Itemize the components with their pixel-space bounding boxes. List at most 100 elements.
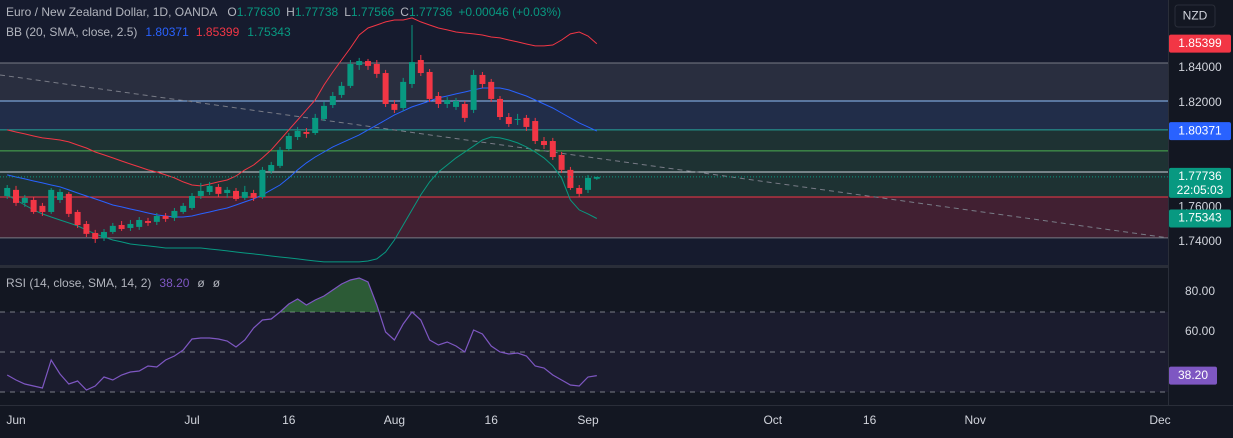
price-pane <box>0 0 1168 265</box>
candle-body <box>365 61 372 66</box>
candle-body <box>171 210 178 218</box>
zone <box>0 62 1168 102</box>
candle-body <box>470 74 477 110</box>
band-tag: 1.80371 <box>1178 123 1222 137</box>
candle-body <box>259 169 266 198</box>
candle-body <box>215 186 222 194</box>
candle-body <box>576 187 583 194</box>
indicator-placeholder: ø <box>197 276 205 290</box>
legend-key: O <box>227 5 236 19</box>
band-tag-box <box>1169 122 1231 141</box>
x-tick-label: Jun <box>6 413 25 427</box>
candle-body <box>479 74 486 84</box>
rsi-plot <box>0 277 1168 393</box>
x-tick-label: Aug <box>384 413 405 427</box>
candle-body <box>391 103 398 110</box>
zone <box>0 129 1168 151</box>
indicator-value: 1.80371 <box>145 25 189 39</box>
candle-body <box>461 103 468 118</box>
ohlc-legend: Euro / New Zealand Dollar, 1D, OANDA O1.7… <box>6 5 561 19</box>
candle-body <box>321 105 328 119</box>
countdown: 22:05:03 <box>1177 183 1224 197</box>
rsi-line <box>6 277 597 391</box>
legend-key: H <box>286 5 295 19</box>
candle-body <box>417 59 424 74</box>
x-tick-label: Sep <box>577 413 599 427</box>
indicator-label: RSI (14, close, SMA, 14, 2) <box>6 276 151 290</box>
legend-value: 1.77566 <box>351 5 395 19</box>
candle-body <box>206 185 213 192</box>
candle-body <box>338 85 345 95</box>
candle-body <box>567 169 574 188</box>
candle-body <box>189 195 196 208</box>
band-line <box>7 17 598 187</box>
candle-body <box>549 141 556 158</box>
band-line <box>7 87 598 218</box>
price-plot <box>0 17 1168 263</box>
y-tick-label: 60.00 <box>1185 324 1215 338</box>
indicator-value: 1.75343 <box>247 25 291 39</box>
rsi-tag: 38.20 <box>1178 368 1208 382</box>
band-tag-box <box>1169 34 1231 53</box>
rsi-pane <box>0 268 1168 405</box>
indicator-label: BB (20, SMA, close, 2.5) <box>6 25 137 39</box>
y-tick-label: 1.82000 <box>1178 95 1222 109</box>
legend-value: 1.77738 <box>295 5 339 19</box>
candle-body <box>277 149 284 166</box>
candle-body <box>83 223 90 234</box>
candle-body <box>585 177 592 190</box>
y-tick-label: 1.74000 <box>1178 234 1222 248</box>
candle-body <box>356 61 363 66</box>
x-tick-label: 16 <box>485 413 499 427</box>
rsi-tag-box <box>1169 366 1217 385</box>
candle-body <box>233 190 240 199</box>
x-tick-label: 16 <box>863 413 877 427</box>
candle-body <box>453 101 460 107</box>
candle-body <box>4 187 11 196</box>
rsi-legend: RSI (14, close, SMA, 14, 2) 38.20 ø ø <box>6 276 221 290</box>
candle-body <box>118 225 125 230</box>
candle-body <box>180 205 187 212</box>
band-tag-box <box>1169 209 1231 228</box>
trend-line <box>0 74 1168 239</box>
candle-body <box>109 225 116 232</box>
y-tick-label: 1.84000 <box>1178 60 1222 74</box>
candle-body <box>153 215 160 222</box>
legend-key: C <box>400 5 409 19</box>
zone <box>0 150 1168 172</box>
zone <box>0 171 1168 198</box>
candle-body <box>197 190 204 196</box>
candle-body <box>444 99 451 104</box>
candle-body <box>435 95 442 104</box>
symbol-title: Euro / New Zealand Dollar, 1D, OANDA <box>6 5 217 19</box>
candle-body <box>30 199 37 212</box>
candle-body <box>145 221 152 223</box>
candle-body <box>347 63 354 86</box>
candle-body <box>21 197 28 203</box>
candle-body <box>329 95 336 106</box>
candle-body <box>426 71 433 99</box>
candle-body <box>74 211 81 226</box>
indicator-placeholder: ø <box>213 276 221 290</box>
candle-body <box>532 121 539 142</box>
candle-body <box>541 141 548 146</box>
x-tick-label: Dec <box>1149 413 1170 427</box>
candle-body <box>65 193 72 214</box>
candle-body <box>593 176 600 179</box>
candle-body <box>57 191 64 200</box>
candle-body <box>127 223 134 228</box>
legend-value: 1.77630 <box>237 5 281 19</box>
candle-body <box>224 189 231 194</box>
currency-box[interactable] <box>1174 4 1216 28</box>
candle-body <box>373 63 380 74</box>
indicator-value: 1.85399 <box>196 25 240 39</box>
candle-body <box>400 81 407 108</box>
candle-body <box>92 233 99 239</box>
candle-body <box>558 154 565 170</box>
candle-body <box>505 117 512 124</box>
candle-body <box>162 215 169 219</box>
candle-body <box>303 131 310 134</box>
x-tick-label: Jul <box>184 413 199 427</box>
